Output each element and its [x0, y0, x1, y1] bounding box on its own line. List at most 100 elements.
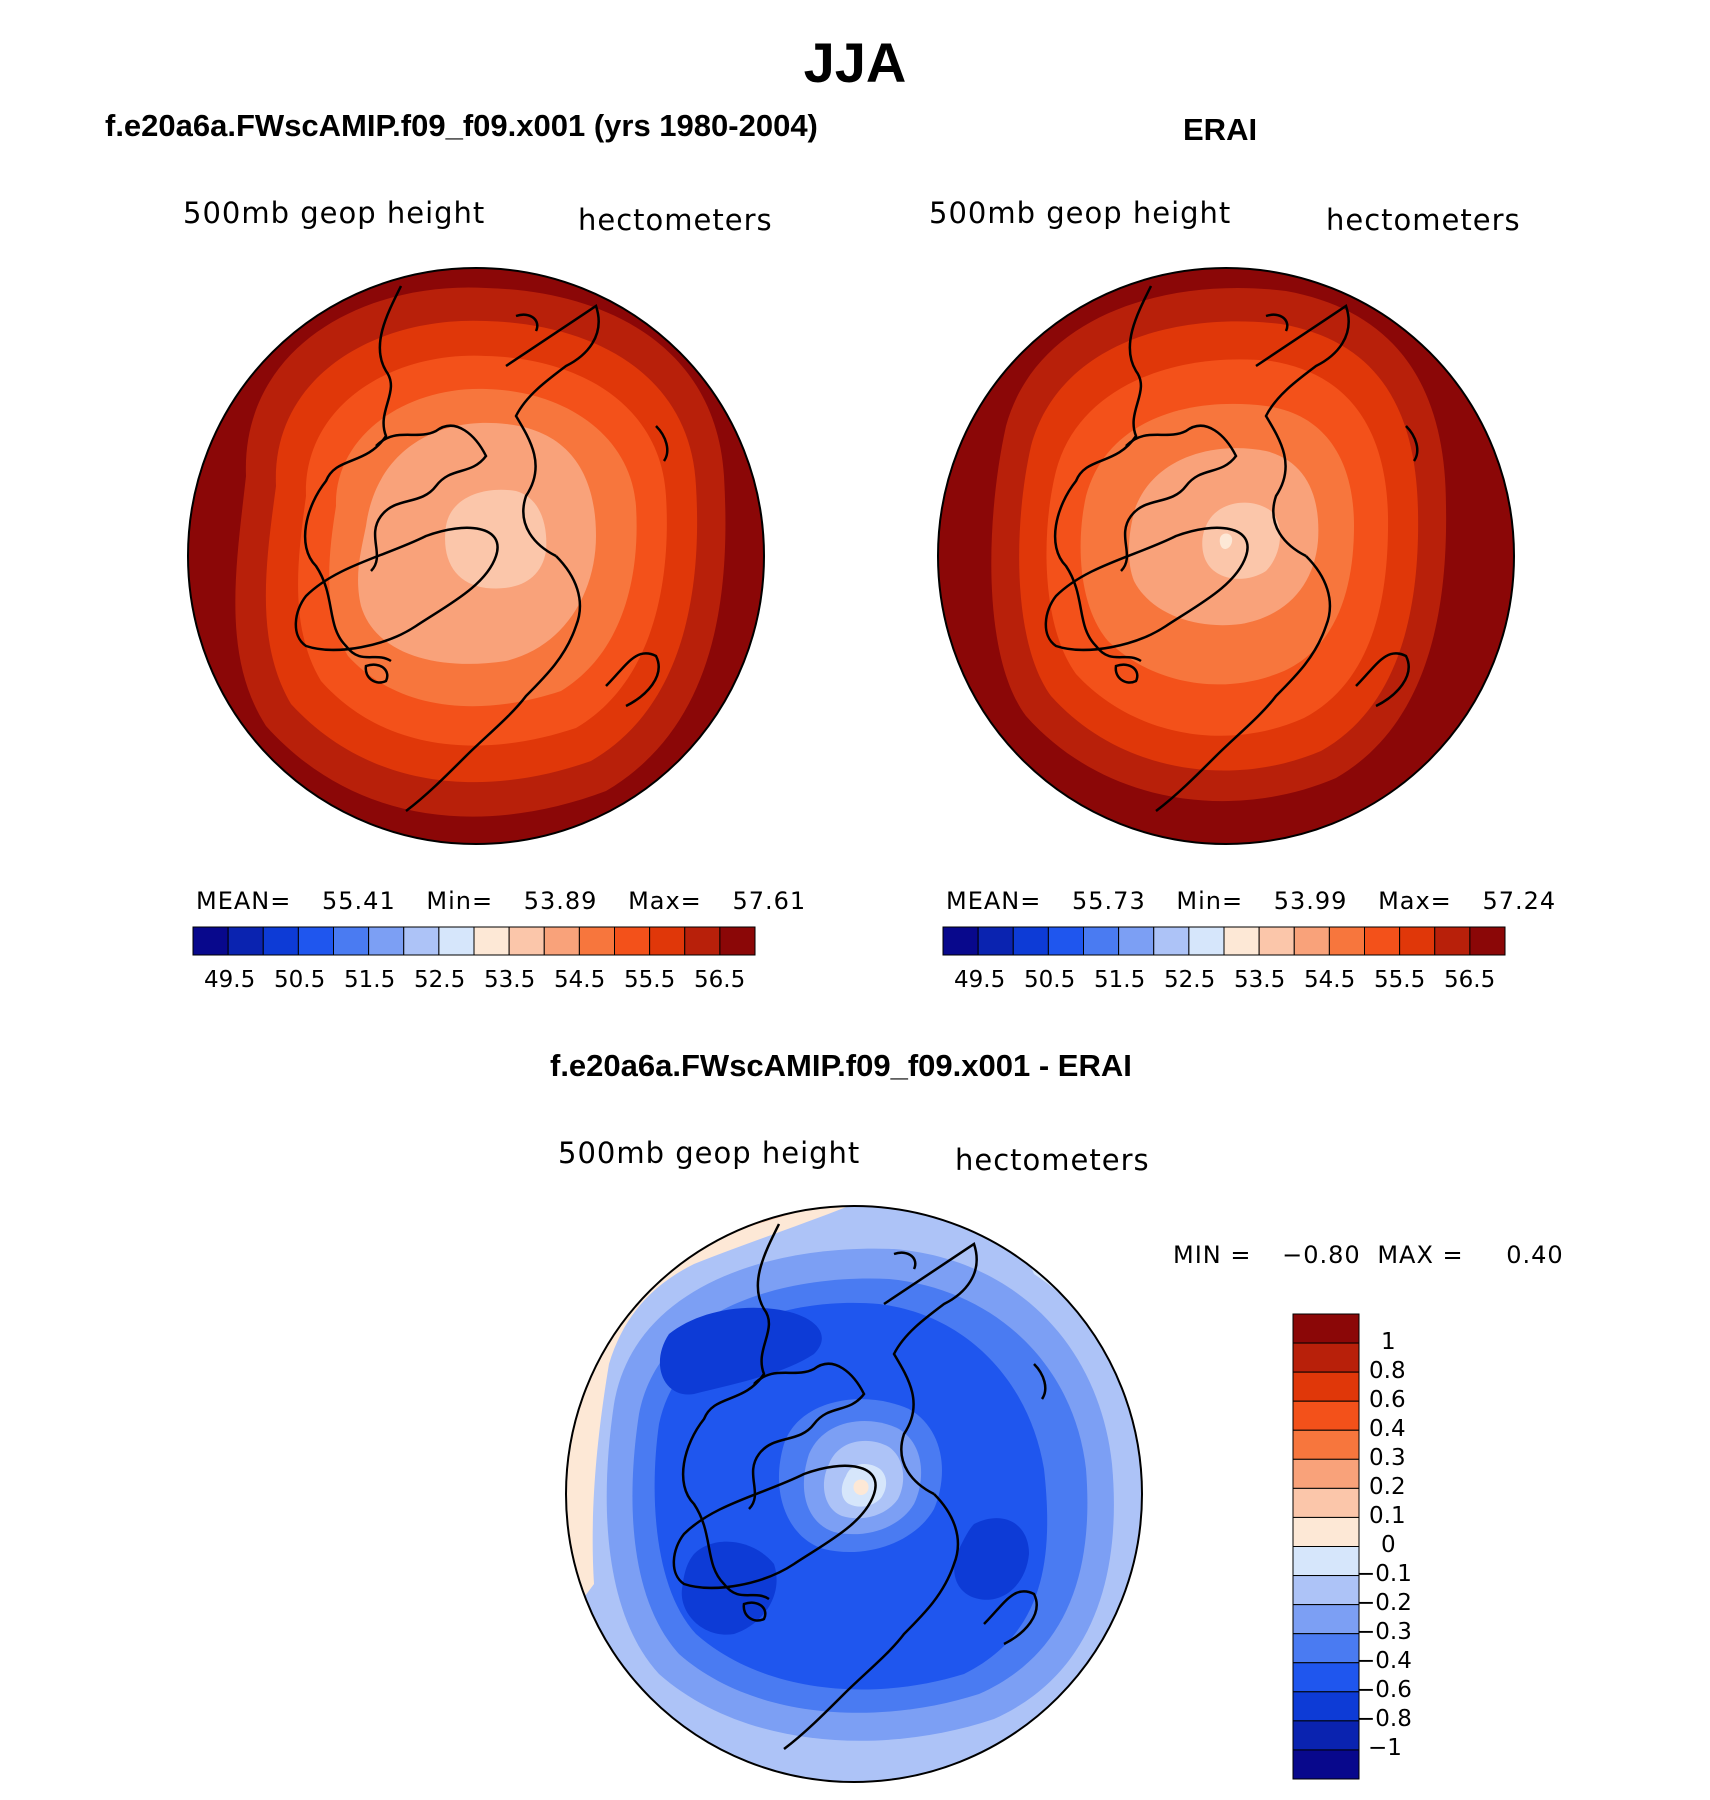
- model-mean-label: MEAN=: [196, 887, 292, 915]
- obs-max-label: Max=: [1378, 887, 1452, 915]
- diff-variable-label: 500mb geop height: [558, 1136, 861, 1170]
- model-polar-map: [187, 267, 765, 845]
- colorbar-swatch: [508, 926, 545, 956]
- model-tick-label: 55.5: [624, 967, 676, 993]
- colorbar-swatch: [649, 926, 686, 956]
- diff-units-label: hectometers: [955, 1143, 1150, 1177]
- colorbar-swatch: [1292, 1691, 1360, 1722]
- model-tick-label: 51.5: [344, 967, 396, 993]
- colorbar-swatch: [1153, 926, 1190, 956]
- obs-variable-label: 500mb geop height: [929, 196, 1232, 230]
- obs-mean-label: MEAN=: [946, 887, 1042, 915]
- model-tick-label: 54.5: [554, 967, 606, 993]
- obs-colorbar-ticks: 49.5 50.5 51.5 52.5 53.5 54.5 55.5 56.5: [943, 967, 1505, 997]
- colorbar-swatch: [719, 926, 756, 956]
- diff-min-value: −0.80: [1282, 1241, 1361, 1269]
- obs-tick-label: 50.5: [1024, 967, 1076, 993]
- model-variable-label: 500mb geop height: [183, 196, 486, 230]
- colorbar-swatch: [1399, 926, 1436, 956]
- model-tick-label: 49.5: [204, 967, 256, 993]
- diff-tick-label: 0.3: [1369, 1445, 1406, 1471]
- diff-tick-label: −1: [1368, 1735, 1402, 1761]
- diff-tick-label: 1: [1381, 1329, 1396, 1355]
- diff-max-label: MAX =: [1377, 1241, 1464, 1269]
- diff-tick-label: −0.3: [1356, 1619, 1412, 1645]
- diff-title: f.e20a6a.FWscAMIP.f09_f09.x001 - ERAI: [550, 1048, 1132, 1083]
- colorbar-swatch: [1364, 926, 1401, 956]
- colorbar-swatch: [403, 926, 440, 956]
- diff-tick-label: −0.2: [1356, 1590, 1412, 1616]
- diff-tick-label: −0.8: [1356, 1706, 1412, 1732]
- diff-max-value: 0.40: [1506, 1241, 1564, 1269]
- colorbar-swatch: [262, 926, 299, 956]
- colorbar-swatch: [1118, 926, 1155, 956]
- obs-colorbar: [942, 926, 1506, 956]
- colorbar-swatch: [1328, 926, 1366, 956]
- colorbar-swatch: [1292, 1516, 1360, 1548]
- colorbar-swatch: [227, 926, 264, 956]
- obs-units-label: hectometers: [1326, 203, 1521, 237]
- colorbar-swatch: [1292, 1487, 1360, 1518]
- obs-min-value: 53.99: [1273, 887, 1348, 915]
- colorbar-swatch: [543, 926, 580, 956]
- colorbar-swatch: [1292, 1633, 1360, 1664]
- model-min-value: 53.89: [523, 887, 598, 915]
- obs-tick-label: 54.5: [1304, 967, 1356, 993]
- colorbar-swatch: [977, 926, 1014, 956]
- diff-colorbar-ticks: 1 0.8 0.6 0.4 0.3 0.2 0.1 0 −0.1 −0.2 −0…: [1356, 1314, 1508, 1784]
- diff-tick-label: −0.1: [1356, 1561, 1412, 1587]
- colorbar-swatch: [1292, 1400, 1360, 1431]
- diff-polar-map: [565, 1205, 1143, 1783]
- model-min-label: Min=: [426, 887, 494, 915]
- colorbar-swatch: [297, 926, 335, 956]
- colorbar-swatch: [1292, 1342, 1360, 1373]
- model-max-label: Max=: [628, 887, 702, 915]
- obs-polar-map: [937, 267, 1515, 845]
- colorbar-swatch: [942, 926, 979, 956]
- model-case-title: f.e20a6a.FWscAMIP.f09_f09.x001 (yrs 1980…: [105, 108, 818, 143]
- colorbar-swatch: [614, 926, 651, 956]
- colorbar-swatch: [1292, 1429, 1360, 1460]
- colorbar-swatch: [1434, 926, 1471, 956]
- colorbar-swatch: [1292, 1313, 1360, 1344]
- model-mean-value: 55.41: [322, 887, 396, 915]
- colorbar-swatch: [1258, 926, 1295, 956]
- colorbar-swatch: [1188, 926, 1225, 956]
- obs-tick-label: 55.5: [1374, 967, 1426, 993]
- diff-tick-label: 0.6: [1369, 1387, 1406, 1413]
- colorbar-swatch: [1083, 926, 1120, 956]
- model-colorbar-ticks: 49.5 50.5 51.5 52.5 53.5 54.5 55.5 56.5: [193, 967, 755, 997]
- colorbar-swatch: [333, 926, 370, 956]
- colorbar-swatch: [368, 926, 405, 956]
- colorbar-swatch: [1292, 1546, 1360, 1577]
- colorbar-swatch: [473, 926, 510, 956]
- colorbar-swatch: [1047, 926, 1085, 956]
- obs-min-label: Min=: [1176, 887, 1244, 915]
- diff-tick-label: 0: [1381, 1532, 1396, 1558]
- model-tick-label: 53.5: [484, 967, 536, 993]
- colorbar-swatch: [1292, 1749, 1360, 1780]
- colorbar-swatch: [1292, 1575, 1360, 1606]
- colorbar-swatch: [1012, 926, 1049, 956]
- diff-tick-label: 0.1: [1369, 1503, 1406, 1529]
- colorbar-swatch: [684, 926, 721, 956]
- colorbar-swatch: [1292, 1662, 1360, 1693]
- diff-tick-label: 0.8: [1369, 1358, 1406, 1384]
- obs-tick-label: 56.5: [1444, 967, 1496, 993]
- season-title: JJA: [803, 31, 907, 94]
- colorbar-swatch: [1292, 1458, 1360, 1489]
- obs-mean-value: 55.73: [1072, 887, 1146, 915]
- colorbar-swatch: [1292, 1371, 1360, 1402]
- colorbar-swatch: [1292, 1604, 1360, 1635]
- obs-case-title: ERAI: [1183, 112, 1258, 147]
- colorbar-swatch: [1469, 926, 1506, 956]
- diff-colorbar: [1292, 1313, 1360, 1780]
- diff-tick-label: 0.4: [1369, 1416, 1406, 1442]
- model-colorbar: [192, 926, 756, 956]
- obs-tick-label: 53.5: [1234, 967, 1286, 993]
- model-units-label: hectometers: [578, 203, 773, 237]
- colorbar-swatch: [192, 926, 229, 956]
- obs-tick-label: 51.5: [1094, 967, 1146, 993]
- obs-tick-label: 49.5: [954, 967, 1006, 993]
- colorbar-swatch: [1292, 1720, 1360, 1751]
